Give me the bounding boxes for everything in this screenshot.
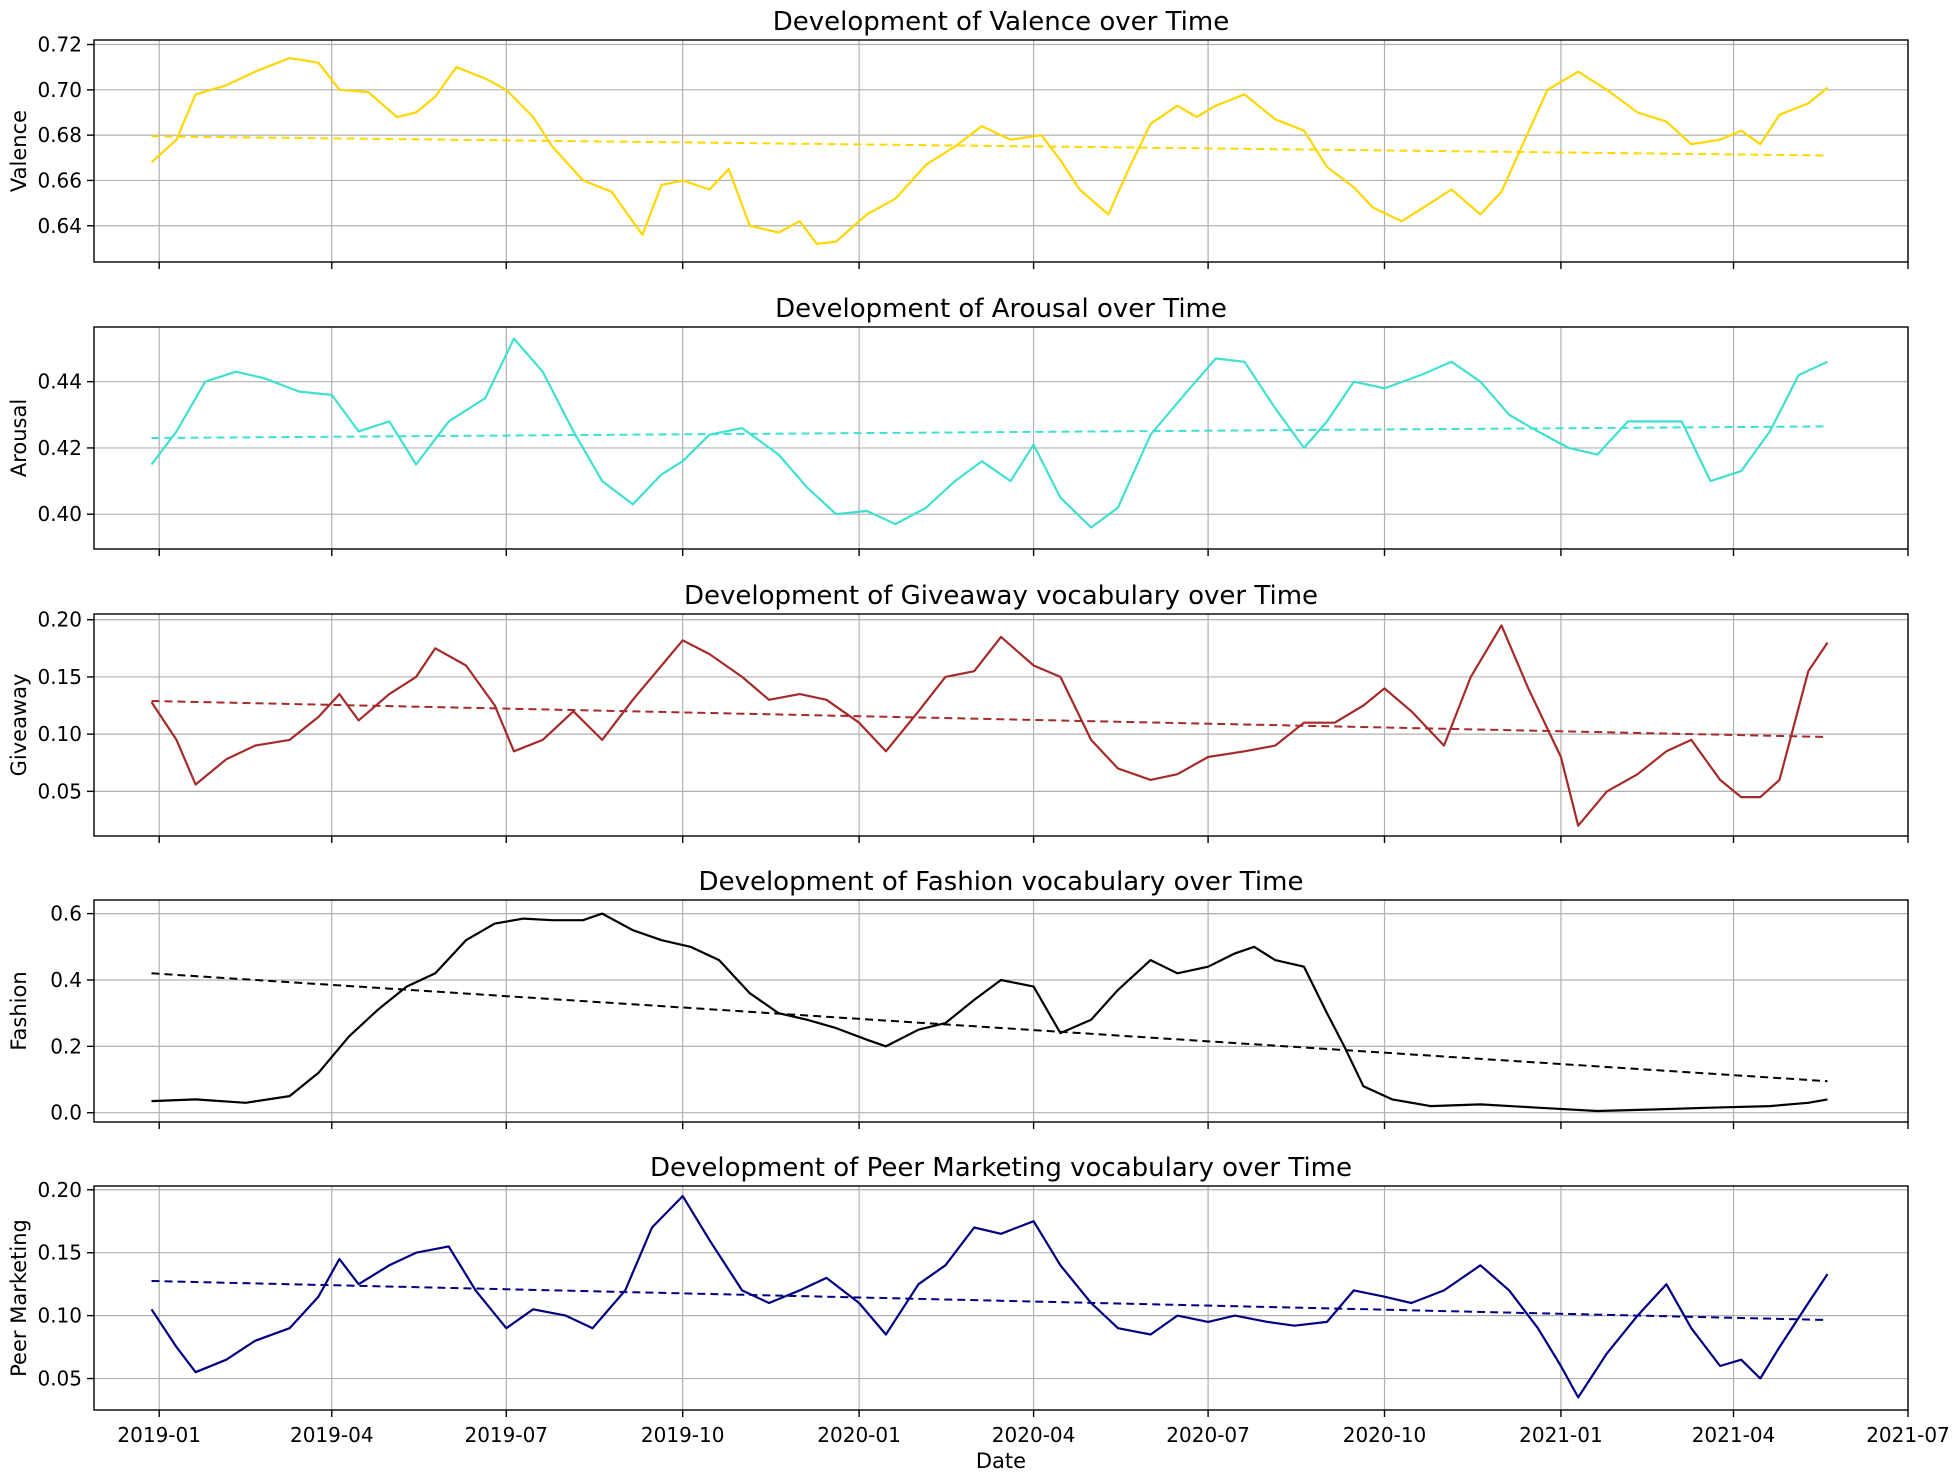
y-tick-label: 0.64	[37, 214, 82, 238]
chart-title: Development of Giveaway vocabulary over …	[684, 581, 1318, 611]
y-tick-label: 0.4	[50, 968, 82, 992]
axes-frame	[93, 899, 1909, 1123]
chart-title: Development of Valence over Time	[773, 7, 1229, 37]
x-tick-label: 2021-01	[1519, 1423, 1603, 1447]
y-tick-label: 0.15	[37, 1241, 82, 1265]
y-tick-label: 0.05	[37, 1367, 82, 1391]
y-tick-label: 0.42	[37, 436, 82, 460]
y-axis-label: Arousal	[7, 399, 31, 477]
series-line-giveaway	[150, 624, 1829, 827]
x-tick-label: 2020-10	[1343, 1423, 1427, 1447]
chart-title: Development of Arousal over Time	[775, 294, 1227, 324]
trend-line-arousal	[151, 425, 1828, 439]
x-axis-label: Date	[976, 1449, 1026, 1472]
axes-frame	[93, 326, 1909, 550]
x-tick-label: 2019-01	[117, 1423, 201, 1447]
y-axis-label: Peer Marketing	[7, 1219, 31, 1377]
chart-panel-peer-marketing: 2019-01 2019-04 2019-07 2019-10 2020-01 2020-…	[7, 1153, 1950, 1472]
chart-title: Development of Peer Marketing vocabulary…	[650, 1153, 1352, 1183]
y-tick-label: 0.10	[37, 722, 82, 746]
trend-line-peer-marketing	[151, 1280, 1828, 1321]
chart-title: Development of Fashion vocabulary over T…	[699, 867, 1304, 897]
y-tick-label: 0.40	[37, 502, 82, 526]
chart-panel-fashion: 0.0 0.2 0.4 0.6 Development of Fashion vocab…	[7, 867, 1909, 1129]
y-tick-label: 0.70	[37, 78, 82, 102]
x-tick-label: 2020-07	[1166, 1423, 1250, 1447]
x-tick-label: 2021-07	[1866, 1423, 1950, 1447]
x-tick-label: 2020-04	[992, 1423, 1076, 1447]
y-tick-label: 0.20	[37, 1178, 82, 1202]
x-tick-label: 2019-10	[641, 1423, 725, 1447]
x-tick-label: 2019-07	[464, 1423, 548, 1447]
y-tick-label: 0.66	[37, 168, 82, 192]
y-tick-label: 0.72	[37, 33, 82, 57]
y-axis-label: Valence	[7, 110, 31, 192]
chart-panel-arousal: 0.40 0.42 0.44 Development of Arousal over …	[7, 294, 1909, 556]
chart-panel-valence: 0.64 0.66 0.68 0.70 0.72 Development of Valen…	[7, 7, 1909, 269]
axes-frame	[93, 1185, 1909, 1411]
y-axis-label: Fashion	[7, 971, 31, 1050]
trend-line-giveaway	[151, 700, 1828, 738]
trend-line-valence	[151, 135, 1828, 157]
x-tick-label: 2019-04	[290, 1423, 374, 1447]
y-tick-label: 0.15	[37, 665, 82, 689]
trend-line-fashion	[151, 972, 1828, 1083]
y-axis-label: Giveaway	[7, 674, 31, 777]
y-tick-label: 0.68	[37, 123, 82, 147]
y-tick-label: 0.05	[37, 779, 82, 803]
series-line-arousal	[150, 337, 1828, 529]
chart-panel-giveaway: 0.05 0.10 0.15 0.20 Development of Giveaway …	[7, 581, 1909, 843]
series-line-fashion	[151, 912, 1828, 1113]
y-tick-label: 0.10	[37, 1304, 82, 1328]
series-line-peer-marketing	[150, 1194, 1829, 1399]
y-tick-label: 0.2	[50, 1034, 82, 1058]
series-line-valence	[150, 56, 1829, 245]
axes-frame	[93, 39, 1909, 263]
x-tick-label: 2021-04	[1692, 1423, 1776, 1447]
y-tick-label: 0.6	[50, 902, 82, 926]
y-tick-label: 0.20	[37, 608, 82, 632]
y-tick-label: 0.44	[37, 370, 82, 394]
x-tick-label: 2020-01	[817, 1423, 901, 1447]
y-tick-label: 0.0	[50, 1101, 82, 1125]
axes-frame	[93, 613, 1909, 837]
